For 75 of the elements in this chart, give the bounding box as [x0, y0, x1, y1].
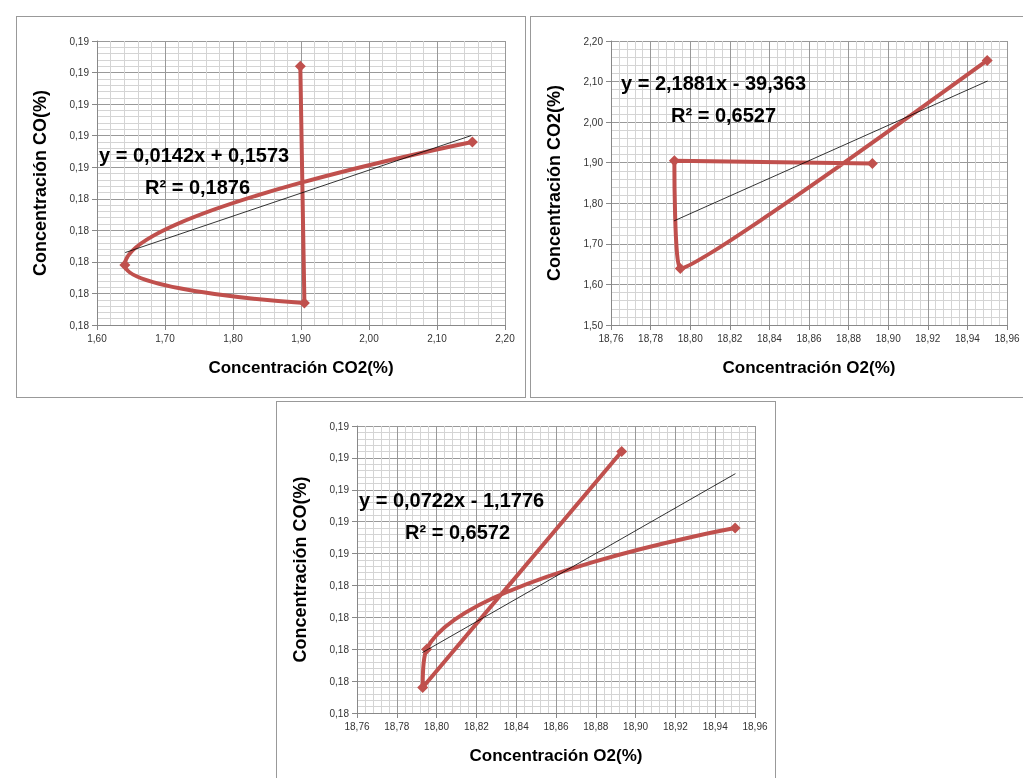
y-tick-label: 1,50 — [583, 319, 604, 331]
x-tick-label: 18,76 — [598, 332, 624, 344]
y-tick-label: 0,19 — [329, 516, 350, 528]
y-tick-label: 0,19 — [69, 161, 90, 173]
annotation: y = 2,1881x - 39,363 — [621, 72, 807, 94]
y-tick-label: 0,18 — [69, 256, 90, 268]
y-tick-label: 1,90 — [583, 157, 604, 169]
y-tick-label: 0,18 — [69, 287, 90, 299]
x-tick-label: 18,84 — [756, 332, 783, 344]
y-tick-label: 0,19 — [329, 548, 350, 560]
annotation: y = 0,0142x + 0,1573 — [99, 144, 290, 166]
y-tick-label: 0,19 — [69, 130, 90, 142]
x-tick-label: 1,80 — [223, 332, 244, 344]
y-axis-title: Concentración CO(%) — [30, 89, 50, 277]
x-tick-label: 1,60 — [87, 332, 108, 344]
x-tick-label: 2,20 — [495, 332, 516, 344]
y-tick-label: 0,18 — [69, 319, 90, 331]
point — [294, 60, 306, 72]
x-tick-label: 18,78 — [638, 332, 664, 344]
x-tick-label: 18,88 — [836, 332, 862, 344]
annotation: R² = 0,6572 — [405, 521, 511, 543]
point — [729, 522, 741, 534]
y-tick-label: 0,19 — [329, 484, 350, 496]
point — [119, 259, 131, 271]
x-tick-label: 18,92 — [915, 332, 941, 344]
x-tick-label: 18,96 — [994, 332, 1020, 344]
y-tick-label: 1,60 — [583, 278, 604, 290]
y-tick-label: 0,18 — [329, 611, 350, 623]
y-tick-label: 1,80 — [583, 197, 604, 209]
x-tick-label: 18,76 — [344, 720, 370, 732]
x-tick-label: 1,90 — [291, 332, 312, 344]
point — [674, 263, 686, 275]
x-tick-label: 18,84 — [503, 720, 530, 732]
y-tick-label: 1,70 — [583, 238, 604, 250]
x-axis-title: Concentración O2(%) — [469, 746, 643, 765]
annotation: R² = 0,1876 — [145, 176, 251, 198]
y-tick-label: 2,00 — [583, 116, 604, 128]
annotation: R² = 0,6527 — [671, 104, 777, 126]
annotation: y = 0,0722x - 1,1776 — [359, 489, 545, 511]
x-tick-label: 1,70 — [155, 332, 176, 344]
y-tick-label: 0,18 — [69, 224, 90, 236]
y-tick-label: 0,19 — [69, 67, 90, 79]
point — [981, 54, 993, 66]
x-axis-title: Concentración CO2(%) — [208, 358, 394, 377]
x-tick-label: 18,96 — [742, 720, 768, 732]
x-tick-label: 18,82 — [463, 720, 490, 732]
y-tick-label: 0,18 — [329, 707, 350, 719]
x-axis-title: Concentración O2(%) — [722, 358, 896, 377]
x-tick-label: 18,90 — [623, 720, 649, 732]
x-tick-label: 18,88 — [583, 720, 609, 732]
x-tick-label: 18,86 — [543, 720, 569, 732]
y-axis-title: Concentración CO(%) — [290, 476, 310, 663]
y-tick-label: 0,18 — [69, 193, 90, 205]
y-tick-label: 2,10 — [583, 76, 604, 88]
y-tick-label: 0,18 — [329, 675, 350, 687]
y-tick-label: 0,19 — [329, 452, 350, 464]
point — [616, 446, 628, 458]
x-tick-label: 18,78 — [384, 720, 410, 732]
y-tick-label: 0,19 — [69, 98, 90, 110]
y-tick-label: 0,19 — [69, 35, 90, 47]
x-tick-label: 18,80 — [424, 720, 450, 732]
x-tick-label: 18,92 — [662, 720, 689, 732]
y-axis-title: Concentración CO2(%) — [544, 84, 564, 282]
y-tick-label: 2,20 — [583, 35, 604, 47]
x-tick-label: 18,94 — [954, 332, 981, 344]
y-tick-label: 0,18 — [329, 643, 350, 655]
x-tick-label: 2,10 — [427, 332, 448, 344]
y-tick-label: 0,19 — [329, 420, 350, 432]
x-tick-label: 18,90 — [875, 332, 902, 344]
x-tick-label: 18,82 — [717, 332, 743, 344]
x-tick-label: 18,94 — [702, 720, 729, 732]
y-tick-label: 0,18 — [329, 579, 350, 591]
x-tick-label: 18,86 — [796, 332, 822, 344]
x-tick-label: 18,80 — [677, 332, 704, 344]
x-tick-label: 2,00 — [359, 332, 380, 344]
